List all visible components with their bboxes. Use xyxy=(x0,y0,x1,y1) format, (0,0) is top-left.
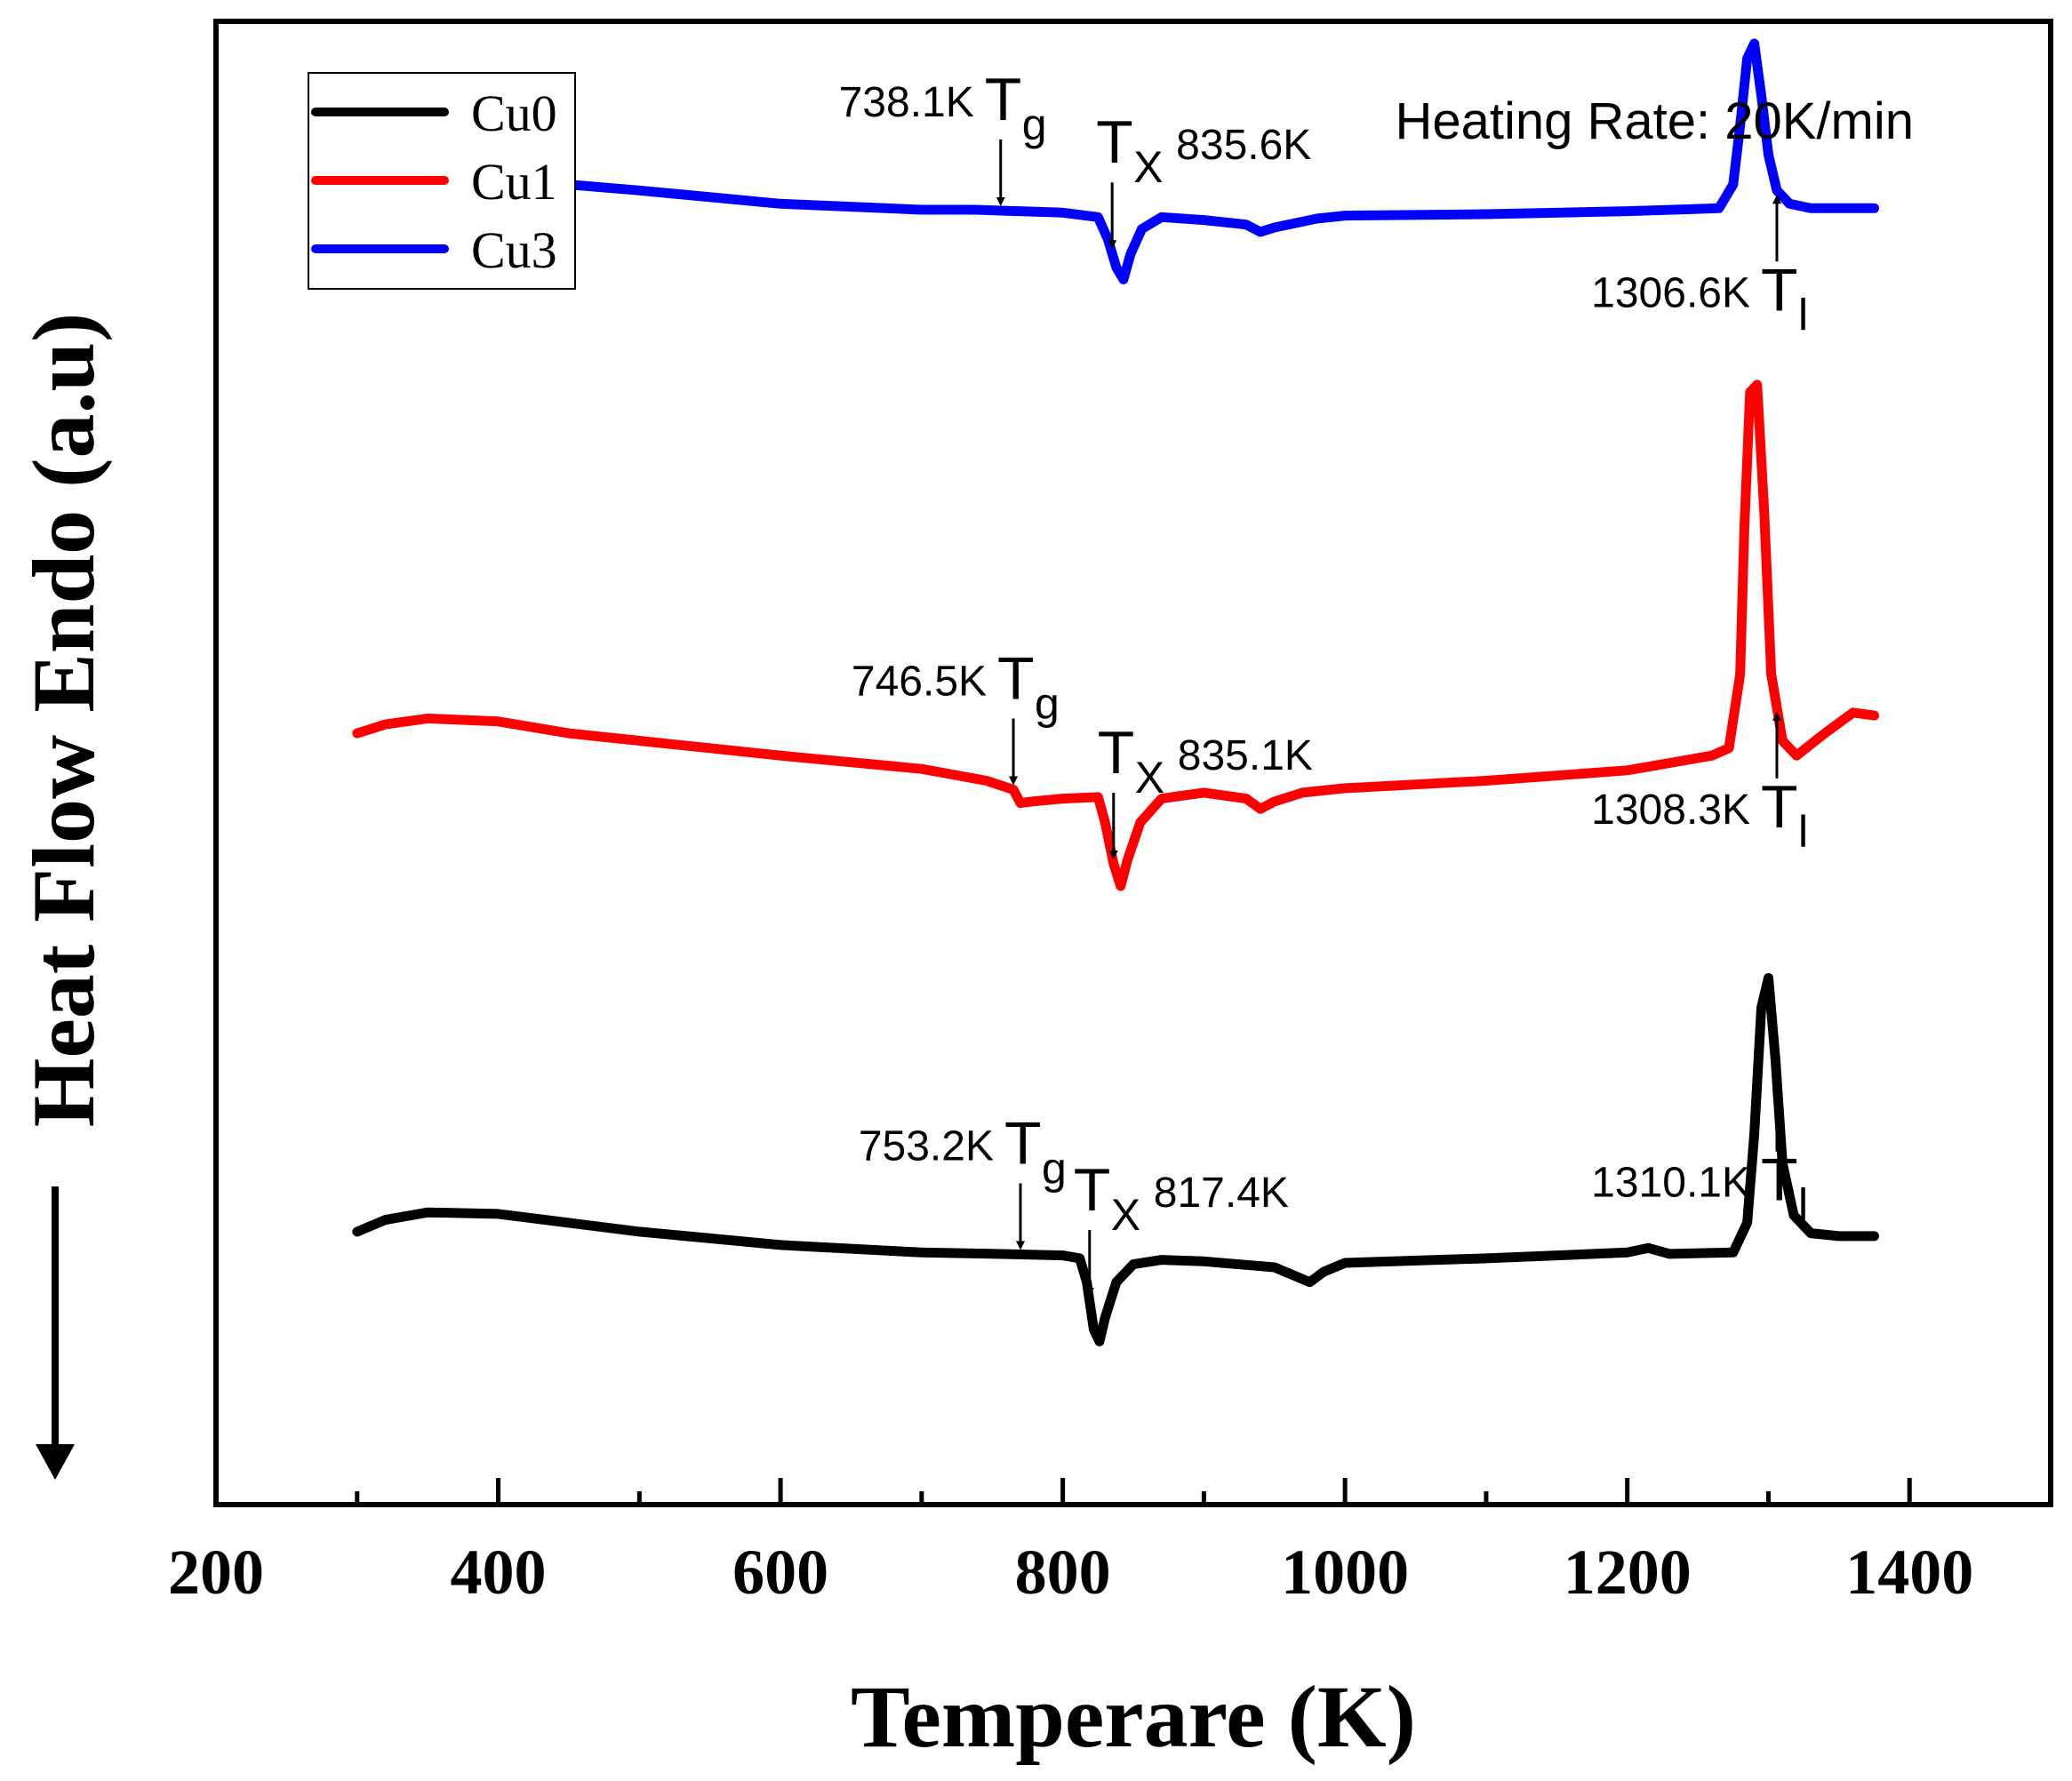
x-axis-title: Temperare (K) xyxy=(851,1667,1416,1766)
annotation-symbol: T xyxy=(1096,108,1133,176)
legend-label-cu3: Cu3 xyxy=(471,221,557,279)
annotation-cu3-tx: T X 835.6K xyxy=(1096,108,1311,250)
annotation-symbol: T xyxy=(1761,1146,1798,1214)
annotation-symbol: T xyxy=(1074,1156,1111,1224)
annotation-subscript: g xyxy=(1035,679,1060,729)
y-axis-direction-arrowhead xyxy=(36,1444,75,1480)
annotation-value: 1310.1K xyxy=(1591,1160,1750,1207)
annotation-subscript: X xyxy=(1133,142,1163,192)
x-tick-label-600: 600 xyxy=(732,1537,828,1608)
annotation-cu0-tx: T X 817.4K xyxy=(1074,1156,1289,1298)
annotation-subscript: l xyxy=(1798,807,1808,857)
annotation-subscript: l xyxy=(1798,1180,1808,1230)
x-tick-label-800: 800 xyxy=(1015,1537,1111,1608)
annotation-subscript: g xyxy=(1042,1144,1067,1194)
series-line-cu0 xyxy=(352,973,1879,1346)
annotation-symbol: T xyxy=(997,645,1035,713)
annotation-subscript: X xyxy=(1111,1190,1140,1240)
annotation-value: 835.1K xyxy=(1178,732,1313,779)
annotation-value: 746.5K xyxy=(852,659,987,706)
x-tick-label-1400: 1400 xyxy=(1845,1537,1973,1608)
annotation-value: 1306.6K xyxy=(1591,269,1750,316)
x-tick-label-400: 400 xyxy=(451,1537,547,1608)
series-line-cu1 xyxy=(352,379,1879,891)
x-axis-ticks: 200 400 600 800 1000 1200 1400 xyxy=(168,1478,1973,1608)
annotation-symbol: T xyxy=(1098,719,1135,787)
x-tick-label-1200: 1200 xyxy=(1564,1537,1692,1608)
legend: Cu0 Cu1 Cu3 xyxy=(308,72,576,290)
annotation-symbol: T xyxy=(1761,773,1798,841)
annotation-value: 1308.3K xyxy=(1591,787,1750,834)
annotation-value: 738.1K xyxy=(839,79,974,126)
x-tick-label-1000: 1000 xyxy=(1281,1537,1409,1608)
plot-frame xyxy=(213,19,2053,1507)
annotation-cu1-tx: T X 835.1K xyxy=(1098,719,1313,859)
series-line-cu3 xyxy=(352,38,1879,284)
annotation-symbol: T xyxy=(1004,1110,1042,1178)
series-layer xyxy=(352,38,1879,1346)
legend-label-cu0: Cu0 xyxy=(471,84,557,142)
x-tick-label-200: 200 xyxy=(168,1537,264,1608)
legend-label-cu1: Cu1 xyxy=(471,153,557,211)
annotation-subscript: X xyxy=(1135,753,1164,803)
y-axis-title: Heat Flow Endo (a.u) xyxy=(14,313,113,1128)
annotation-symbol: T xyxy=(1761,256,1798,323)
annotation-value: 753.2K xyxy=(859,1123,994,1170)
annotation-subscript: l xyxy=(1798,290,1808,339)
annotation-subscript: g xyxy=(1022,100,1047,149)
heating-rate-note: Heating Rate: 20K/min xyxy=(1395,92,1914,150)
annotation-symbol: T xyxy=(985,66,1022,133)
annotation-value: 817.4K xyxy=(1154,1170,1289,1217)
annotation-value: 835.6K xyxy=(1176,122,1311,169)
